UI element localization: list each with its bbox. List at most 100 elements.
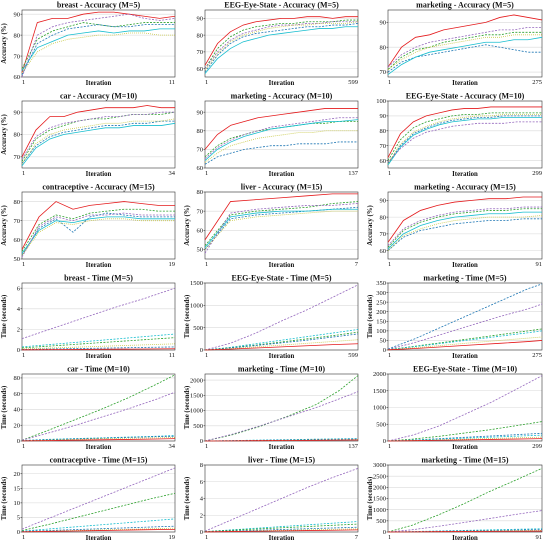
series-line (21, 391, 176, 441)
series-line (204, 16, 358, 66)
series-line (387, 36, 543, 75)
x-axis-label: Iteration (86, 353, 112, 360)
chart-panel: marketing - Accuracy (M=15) 60 70 80 90 1 91 It… (366, 182, 550, 273)
chart-panel: liver - Accuracy (M=15) 50 60 70 80 1 7 Iterati… (183, 182, 366, 273)
series-line (21, 492, 176, 531)
chart-title: liver - Accuracy (M=15) (241, 183, 323, 192)
series-line (387, 26, 542, 68)
x-tick-label: 1 (22, 170, 25, 177)
x-tick-label: 1 (205, 534, 208, 541)
x-tick-label: 299 (532, 170, 542, 177)
series-line (387, 336, 543, 351)
y-tick-label: 1000 (190, 408, 203, 415)
y-tick-label: 70 (380, 231, 387, 238)
plot-frame (204, 100, 359, 169)
y-tick-label: 20 (14, 471, 21, 478)
chart-panel: marketing - Time (M=15) 0 500 1000 1500 2000 2… (366, 455, 550, 546)
y-tick-label: 60 (380, 248, 387, 255)
y-tick-label: 1500 (373, 388, 386, 395)
x-axis-label: Iteration (86, 535, 112, 542)
chart-panel: EEG-Eye-State - Accuracy (M=5) 60 70 80 90 1 5… (183, 0, 366, 91)
y-tick-label: 90 (14, 109, 21, 116)
series-line (21, 120, 175, 164)
series-line (387, 113, 542, 164)
chart-panel: car - Time (M=10) 0 20 40 60 80 1 34 Iteration Ti… (0, 364, 183, 455)
series-line (21, 343, 176, 350)
x-axis-label: Iteration (269, 171, 295, 178)
x-tick-label: 1 (388, 352, 391, 359)
x-axis-label: Iteration (452, 262, 478, 269)
series-line (21, 527, 176, 533)
x-axis-label: Iteration (452, 444, 478, 451)
x-tick-label: 1 (22, 261, 25, 268)
y-axis-label: Accuracy (%) (367, 205, 374, 246)
series-line (204, 391, 359, 442)
x-axis-label: Iteration (452, 353, 478, 360)
chart-svg: marketing - Time (M=10) 0 500 1000 1500 2000 1… (184, 365, 359, 452)
chart-svg: EEG-Eye-State - Accuracy (M=10) 60 70 80 90 1… (376, 92, 543, 178)
y-tick-label: 0 (383, 529, 386, 536)
series-line (21, 111, 176, 162)
plot-frame (387, 282, 543, 351)
x-tick-label: 1 (205, 170, 208, 177)
series-line (21, 346, 176, 350)
series-line (387, 510, 543, 533)
chart-title: marketing - Time (M=10) (238, 365, 325, 374)
series-line (204, 467, 359, 532)
chart-svg: car - Time (M=10) 0 20 40 60 80 1 34 Iteration Ti… (1, 365, 176, 452)
x-tick-label: 275 (532, 79, 542, 86)
y-tick-label: 6 (200, 479, 204, 486)
y-tick-label: 0 (383, 347, 386, 354)
y-tick-label: 2000 (190, 377, 203, 384)
series-line (387, 340, 543, 351)
series-line (387, 467, 543, 533)
x-tick-label: 7 (355, 534, 359, 541)
series-line (204, 21, 359, 71)
chart-panel: marketing - Time (M=10) 0 500 1000 1500 2000 1… (183, 364, 366, 455)
y-tick-label: 70 (14, 154, 21, 161)
chart-svg: EEG-Eye-State - Time (M=5) 0 500 1000 1500 1 5… (184, 274, 359, 360)
series-line (21, 348, 176, 351)
x-axis-label: Iteration (452, 171, 478, 178)
series-line (21, 435, 176, 442)
x-tick-label: 1 (388, 261, 391, 268)
series-line (387, 211, 542, 250)
plot-frame (21, 373, 176, 442)
plot-frame (204, 9, 359, 78)
x-tick-label: 11 (169, 79, 175, 86)
series-line (204, 529, 359, 533)
y-tick-label: 80 (380, 214, 387, 221)
series-line (21, 28, 175, 71)
chart-title: marketing - Time (M=15) (421, 456, 508, 465)
plot-frame (21, 191, 176, 260)
series-line (387, 434, 543, 442)
y-tick-label: 10 (14, 500, 21, 507)
series-line (387, 283, 543, 350)
chart-title: EEG-Eye-State - Accuracy (M=10) (406, 92, 525, 101)
plot-frame (387, 100, 543, 169)
series-line (387, 196, 542, 243)
series-line (21, 105, 175, 158)
plot-frame (21, 282, 176, 351)
x-axis-label: Iteration (269, 535, 295, 542)
series-line (204, 284, 359, 351)
y-tick-label: 70 (197, 208, 204, 215)
series-line (204, 333, 359, 351)
y-tick-label: 1500 (190, 393, 203, 400)
series-line (387, 215, 543, 251)
series-line (387, 421, 543, 442)
y-tick-label: 80 (14, 32, 21, 39)
chart-svg: contraceptive - Time (M=15) 0 5 10 15 20 1 19 It… (1, 456, 176, 542)
y-tick-label: 4 (17, 306, 21, 313)
y-tick-label: 500 (193, 423, 203, 430)
y-tick-label: 90 (14, 11, 21, 18)
x-tick-label: 1 (205, 79, 208, 86)
x-tick-label: 599 (348, 79, 358, 86)
series-line (21, 518, 176, 532)
chart-svg: marketing - Accuracy (M=5) 70 80 90 1 275 Iter… (380, 1, 543, 87)
x-axis-label: Iteration (452, 535, 478, 542)
y-tick-label: 350 (376, 280, 386, 287)
